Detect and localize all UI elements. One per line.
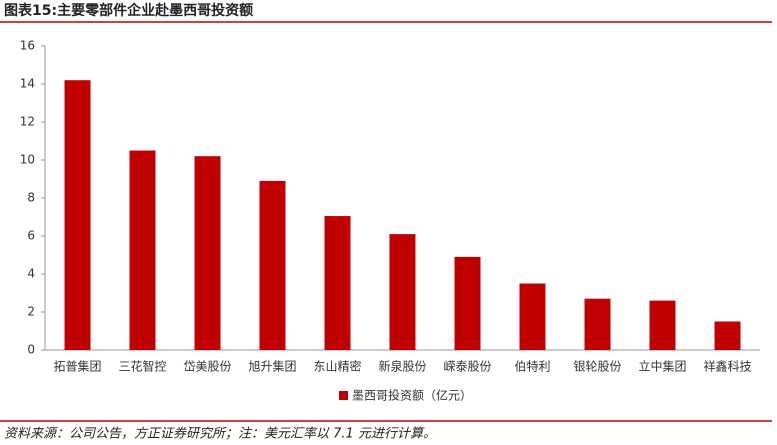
bar	[324, 216, 351, 350]
y-tick-label: 16	[20, 39, 35, 53]
x-tick-label: 新泉股份	[378, 359, 426, 374]
legend-swatch	[339, 391, 348, 400]
bar	[259, 180, 286, 350]
source-note: 资料来源：公司公告，方正证券研究所；注：美元汇率以 7.1 元进行计算。	[4, 426, 436, 442]
bar	[584, 298, 611, 350]
legend-label: 墨西哥投资额（亿元）	[352, 388, 472, 403]
bar	[64, 80, 91, 350]
bar	[519, 283, 546, 350]
bar	[129, 150, 156, 350]
y-tick-label: 12	[20, 115, 35, 129]
bar	[389, 234, 416, 350]
bar	[714, 321, 741, 350]
y-tick-label: 0	[27, 343, 35, 357]
x-tick-label: 旭升集团	[248, 359, 296, 374]
x-tick-label: 岱美股份	[183, 360, 231, 374]
y-tick-label: 2	[27, 305, 35, 319]
x-tick-label: 立中集团	[638, 359, 686, 374]
bar	[194, 156, 221, 350]
x-tick-label: 东山精密	[313, 359, 361, 374]
x-tick-label: 银轮股份	[573, 360, 621, 374]
bar	[649, 300, 676, 350]
x-tick-label: 伯特利	[514, 359, 550, 374]
x-tick-label: 祥鑫科技	[703, 359, 751, 374]
y-tick-label: 6	[27, 229, 35, 243]
x-tick-label: 三花智控	[118, 359, 166, 374]
y-tick-label: 10	[20, 153, 35, 167]
x-tick-label: 嵘泰股份	[443, 360, 491, 374]
y-tick-label: 4	[27, 267, 35, 281]
chart-title: 图表15:主要零部件企业赴墨西哥投资额	[4, 2, 253, 19]
bar	[454, 256, 481, 350]
x-tick-label: 拓普集团	[53, 359, 101, 374]
y-tick-label: 8	[27, 191, 35, 205]
y-tick-label: 14	[20, 77, 35, 91]
